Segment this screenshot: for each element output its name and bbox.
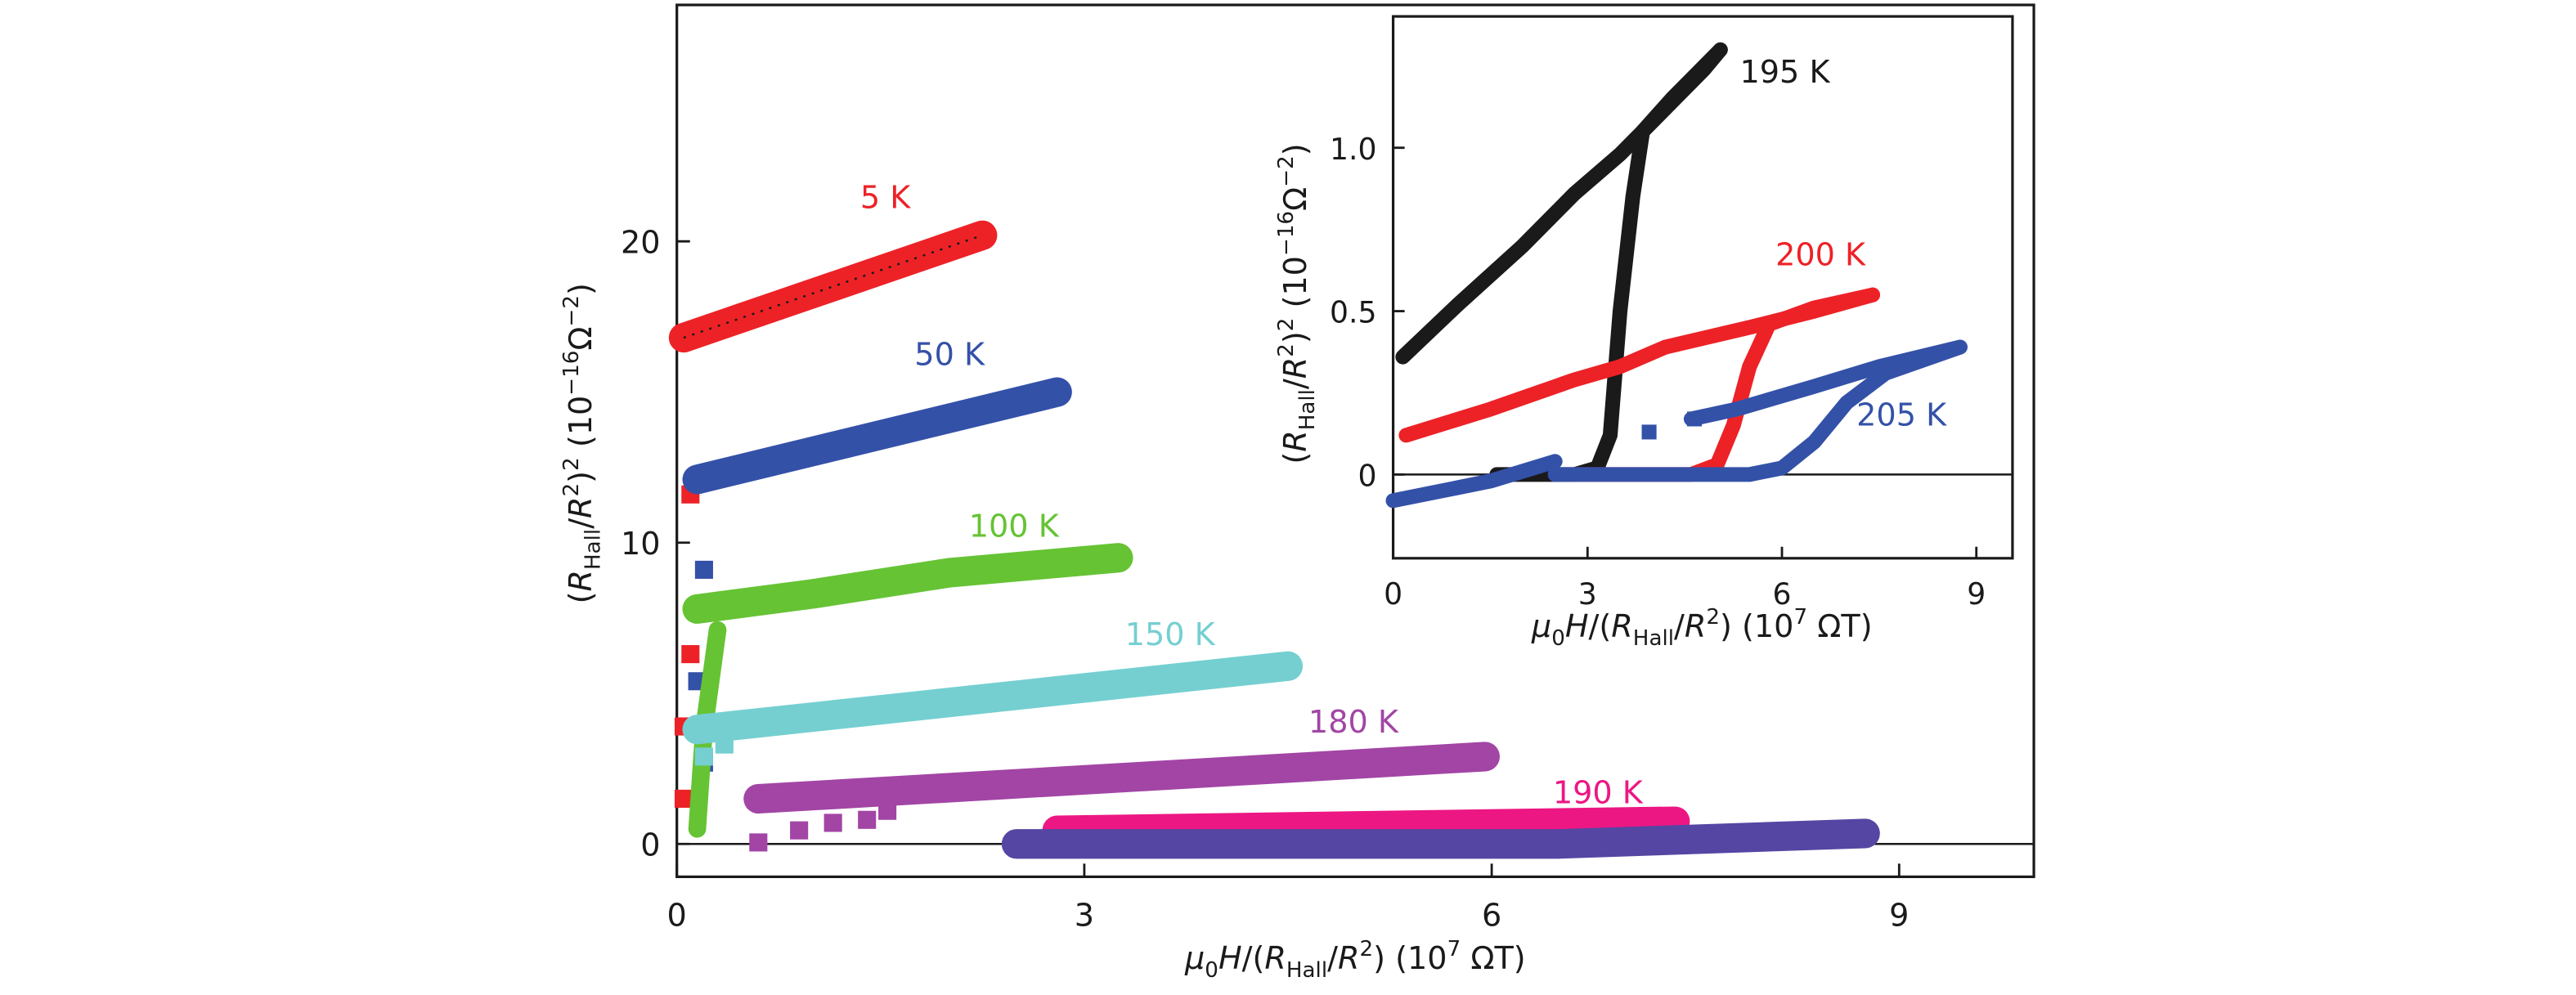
main-x-tick-label: 6	[1482, 898, 1501, 934]
series-label: 190 K	[1553, 774, 1644, 810]
data-point	[715, 735, 734, 754]
main-y-tick-label: 20	[621, 224, 661, 260]
inset-plot: 195 K 200 K 205 K 0 3 6 9 0 0.5 1.0 μ0H/(RHall/R…	[1274, 15, 2014, 651]
data-point	[790, 821, 809, 840]
series-205-k: 205 K	[1385, 339, 1968, 509]
data-point	[1687, 411, 1703, 427]
main-x-tick-label: 9	[1889, 898, 1909, 934]
data-point	[1641, 424, 1657, 440]
inset-x-tick-label: 3	[1578, 576, 1597, 612]
inset-y-tick-label: 0	[1358, 458, 1376, 493]
series-180-k: 180 K	[743, 704, 1500, 852]
series-band-line	[743, 742, 1500, 814]
data-point	[824, 813, 842, 832]
main-x-axis-title: μ0H/(RHall/R2) (107 ΩT)	[1184, 937, 1526, 983]
series-band-line	[682, 651, 1304, 745]
series-band-line	[682, 543, 1133, 624]
main-y-axis-title: (RHall/R2)2 (10−16Ω−2)	[559, 283, 605, 603]
inset-y-axis-title: (RHall/R2)2 (10−16Ω−2)	[1274, 143, 1320, 464]
series-baseline	[1001, 818, 1880, 859]
main-x-tick-label: 3	[1075, 898, 1094, 934]
inset-y-tick-label: 0.5	[1330, 295, 1376, 330]
inset-y-tick-label: 1.0	[1330, 132, 1376, 167]
main-plot: 5 K 50 K 100 K 150 K 180 K 190 K 0 3 6 9 0 10 20 μ0…	[559, 3, 2035, 983]
series-label: 5 K	[860, 180, 911, 216]
inset-x-axis-title: μ0H/(RHall/R2) (107 ΩT)	[1531, 605, 1873, 651]
series-label: 195 K	[1740, 54, 1831, 90]
main-plot-frame	[675, 3, 2035, 879]
data-point	[749, 833, 768, 852]
series-band-down	[1547, 339, 1968, 482]
series-5-k: 5 K	[668, 180, 998, 809]
main-series-group: 5 K 50 K 100 K 150 K 180 K 190 K	[668, 180, 1880, 859]
series-label: 100 K	[969, 508, 1060, 544]
data-point	[694, 747, 713, 766]
main-y-tick-label: 10	[621, 526, 661, 562]
inset-ticks: 0 3 6 9 0 0.5 1.0	[1330, 132, 1986, 612]
series-label: 180 K	[1308, 704, 1399, 740]
data-point	[694, 560, 713, 579]
inset-x-tick-label: 6	[1773, 576, 1792, 612]
data-point	[681, 645, 700, 664]
series-band-up	[1385, 454, 1563, 509]
series-label: 50 K	[914, 336, 985, 372]
inset-series-group: 195 K 200 K 205 K	[1385, 42, 1968, 509]
series-190-k: 190 K	[1042, 774, 1690, 845]
series-label: 205 K	[1856, 397, 1947, 433]
series-band-line	[682, 377, 1072, 495]
fit-line	[683, 234, 983, 339]
main-x-tick-label: 0	[667, 898, 687, 934]
inset-x-tick-label: 9	[1967, 576, 1986, 612]
series-band-line	[1042, 806, 1690, 845]
inset-x-tick-label: 0	[1384, 576, 1402, 612]
series-label: 200 K	[1775, 237, 1866, 273]
main-y-tick-label: 0	[640, 827, 660, 863]
data-point	[674, 789, 693, 809]
main-ticks: 0 3 6 9 0 10 20	[621, 224, 1909, 933]
series-label: 150 K	[1125, 616, 1216, 652]
series-150-k: 150 K	[682, 616, 1304, 766]
data-point	[858, 810, 877, 829]
data-point	[878, 801, 897, 820]
series-band-line	[1001, 818, 1880, 859]
